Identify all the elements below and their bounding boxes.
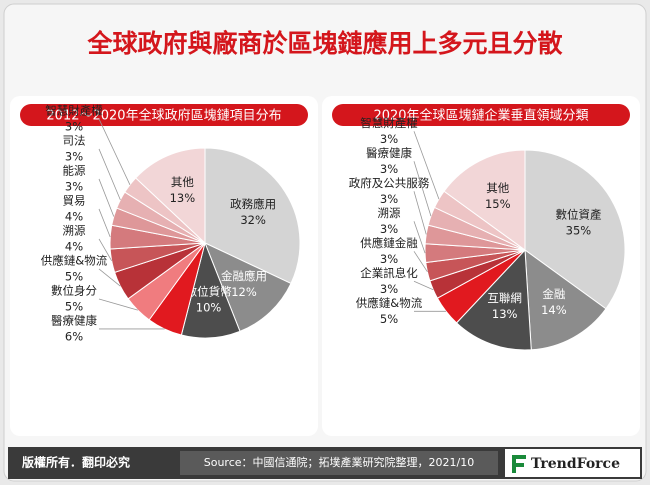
copyright: 版權所有．翻印必究 [22,455,130,470]
slice-value: 13% [170,191,196,205]
slice-label: 智慧財產權 [360,116,418,130]
slice-label: 智慧財產權 [45,103,103,117]
pie-slice [204,147,301,285]
panel-header [332,104,630,126]
slice-value: 3% [380,282,398,296]
pie-slice [524,149,626,310]
slice-value: 32% [240,213,266,227]
slice-value: 12% [231,285,257,299]
pie-slice [204,242,292,332]
pie-slice [524,248,607,351]
slice-value: 3% [65,119,83,133]
slice-value: 10% [196,300,222,314]
source-box [180,451,498,475]
slice-value: 5% [380,312,398,326]
slice-label: 政務應用 [230,197,276,211]
page-title: 全球政府與廠商於區塊鏈應用上多元且分散 [86,29,562,58]
slice-value: 15% [485,197,511,211]
slice-label: 司法 [63,133,86,147]
leader-line [413,221,426,254]
chart-title: 2012～2020年全球政府區塊鏈項目分布 [46,108,281,124]
slice-value: 14% [541,303,567,317]
slice-label: 其他 [171,175,194,189]
slice-value: 3% [380,222,398,236]
slice-label: 醫療健康 [51,313,97,327]
slice-label: 企業訊息化 [360,266,418,280]
slice-label: 互聯網 [487,291,522,305]
leader-line [413,131,440,200]
leader-line [413,280,434,291]
pie-slice [443,149,526,251]
leader-line [98,148,121,201]
slice-label: 數位貨幣 [186,284,232,298]
slice-label: 數位資產 [555,207,601,221]
source: Source：中國信通院；拓墣產業研究院整理，2021/10 [204,455,474,469]
leader-line [98,268,121,287]
slice-value: 3% [380,132,398,146]
leader-line [413,251,428,273]
slice-value: 4% [65,239,83,253]
leader-line [98,118,131,185]
slice-label: 金融 [542,287,565,301]
slice-value: 3% [380,252,398,266]
panel-header [20,104,308,126]
slice-value: 13% [492,307,518,321]
slice-label: 其他 [486,181,509,195]
leader-line [98,178,115,217]
logo-icon [512,455,526,473]
leader-line [413,161,432,217]
logo-box [505,449,640,477]
slice-label: 供應鏈&物流 [356,296,423,310]
slice-value: 6% [65,329,83,343]
slice-label: 政府及公共服務 [349,176,430,190]
leader-line [413,191,427,235]
slice-value: 35% [566,223,592,237]
pie-slice [455,248,532,351]
slice-value: 3% [65,149,83,163]
slice-value: 3% [380,192,398,206]
slice-label: 溯源 [63,223,86,237]
slice-label: 溯源 [378,206,401,220]
leader-line [98,208,111,238]
slice-label: 金融應用 [221,269,267,283]
slice-value: 4% [65,209,83,223]
slice-label: 供應鏈金融 [360,236,418,250]
slice-value: 3% [65,179,83,193]
slice-value: 5% [65,269,83,283]
slice-value: 3% [380,162,398,176]
slice-label: 數位身分 [51,283,97,297]
slice-label: 貿易 [63,193,86,207]
slice-label: 能源 [63,163,86,177]
slice-value: 5% [65,299,83,313]
slice-label: 供應鏈&物流 [41,253,108,267]
leader-line [98,238,113,262]
pie-slice [135,147,206,245]
chart-title: 2020年全球區塊鏈企業垂直領域分類 [373,108,588,124]
leader-line [98,298,138,311]
slice-label: 醫療健康 [366,146,412,160]
logo: TrendForce [531,456,620,472]
